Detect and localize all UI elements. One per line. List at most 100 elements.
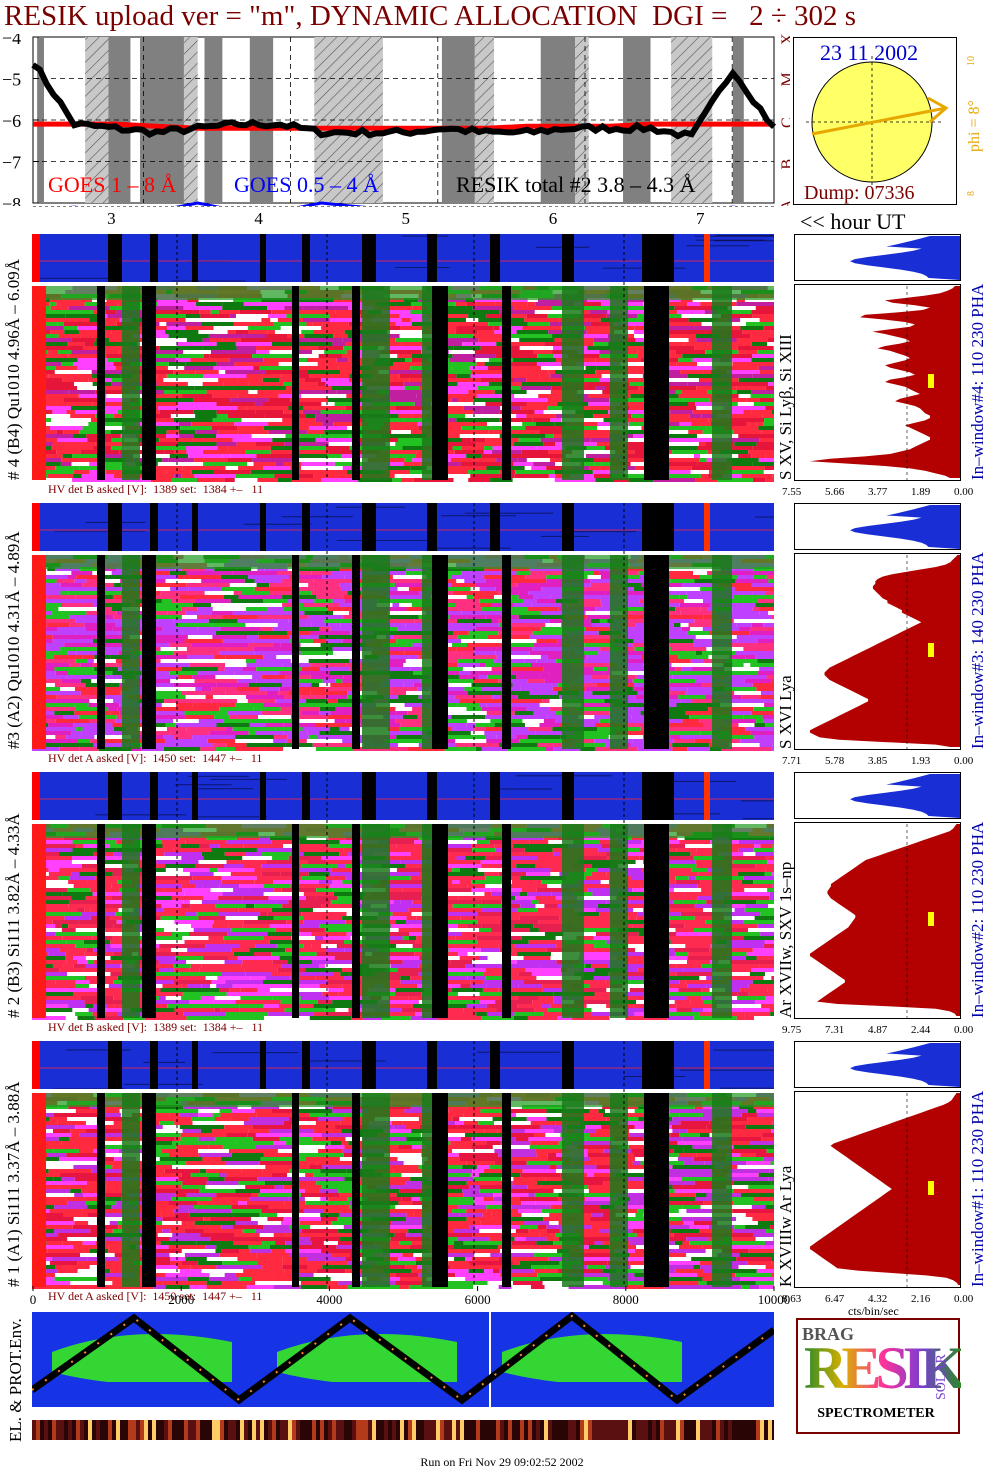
logo-small-top: BRAG: [802, 1324, 854, 1345]
green-column: [122, 286, 140, 480]
strip-column: [108, 772, 122, 820]
in-window-label: In–window#1: 110 230 PHA: [968, 1090, 987, 1287]
spectrum-marker: [928, 643, 934, 657]
phi-scale-top: 10: [966, 56, 977, 66]
bin-tick-label: 10000: [758, 1292, 790, 1307]
strip-column: [302, 1041, 310, 1089]
spectrum-fill: [810, 1093, 960, 1285]
strip-column: [362, 772, 376, 820]
class-letter: C: [779, 117, 790, 128]
strip-column: [192, 1041, 198, 1089]
dark-column: [97, 286, 105, 480]
strip-column: [490, 234, 500, 282]
dark-column: [432, 1093, 448, 1287]
emission-line-label: K XVIIIw Ar Lya: [776, 1165, 795, 1287]
strip-column: [427, 772, 437, 820]
strip-column: [362, 1041, 376, 1089]
goes-grid: [33, 37, 774, 203]
dark-column: [502, 1093, 511, 1287]
hour-axis-label: << hour UT: [800, 209, 906, 234]
class-letter: M: [779, 72, 790, 86]
spectrum-tick-label: 6.47: [825, 1293, 845, 1305]
spectrum-tick-label: 0.00: [954, 1024, 974, 1036]
green-column: [362, 286, 390, 480]
green-column: [122, 1093, 140, 1287]
green-column: [610, 555, 628, 749]
strip-column: [32, 503, 40, 551]
detector-block-det3: #3 (A2) Qu1010 4.31Å – 4.89Å HV det A ask…: [0, 503, 1004, 769]
spectrum-marker: [928, 912, 934, 926]
spectrum-tick-label: 2.44: [911, 1024, 931, 1036]
legend-goes-short: GOES 0.5 – 4 Å: [234, 172, 379, 197]
green-column: [610, 824, 628, 1018]
goes-lightcurve-chart: −4 −5 −6 −7 −8 A B C M X: [2, 34, 790, 206]
hour-tick-label: 4: [254, 209, 263, 228]
emission-line-label: S XV, Si Lyβ, Si XIII: [776, 334, 795, 480]
dark-column: [292, 824, 299, 1018]
strip-column: [642, 234, 674, 282]
spectrum-tick-label: 7.55: [782, 486, 802, 498]
spectrogram-rows: [32, 286, 774, 482]
strip-column: [562, 772, 574, 820]
y-tick-label: −6: [2, 111, 21, 131]
strip-column: [642, 1041, 674, 1089]
strip-column: [302, 503, 310, 551]
green-column: [122, 824, 140, 1018]
bin-tick-label: 8000: [613, 1292, 639, 1307]
green-column: [562, 824, 584, 1018]
env-region: [277, 1334, 457, 1386]
strip-column: [562, 503, 574, 551]
dark-column: [502, 555, 511, 749]
dark-column: [142, 555, 156, 749]
in-window-label: In–window#2: 110 230 PHA: [968, 821, 987, 1018]
y-tick-label: −8: [2, 194, 21, 206]
spectrum-panel: [794, 772, 961, 1019]
dark-column: [352, 555, 360, 749]
series-line: [33, 121, 774, 131]
strip-column: [362, 503, 376, 551]
strip-column: [427, 1041, 437, 1089]
goes-class-letters: A B C M X: [779, 34, 790, 206]
green-column: [562, 286, 584, 480]
dark-column: [644, 824, 669, 1018]
orbit-highlight: [32, 1314, 774, 1402]
dark-column: [97, 824, 105, 1018]
y-tick-label: −4: [2, 34, 21, 48]
sun-panel: 23 11 2002 Dump: 07336: [793, 37, 957, 205]
dark-column: [644, 286, 669, 480]
strip-column: [192, 234, 198, 282]
green-column: [562, 555, 584, 749]
series-line: [31, 62, 777, 140]
pointing-arrow: [811, 106, 947, 136]
strip-column: [260, 503, 266, 551]
strip-column: [150, 1041, 158, 1089]
hour-tick-label: 7: [696, 209, 705, 228]
dark-column: [292, 1093, 299, 1287]
green-column: [422, 555, 432, 749]
strip-column: [302, 234, 310, 282]
spectrum-tick-label: 0.00: [954, 755, 974, 767]
detector-spectrogram: [32, 1041, 774, 1289]
dark-column: [142, 286, 156, 480]
spectrum-tick-label: 4.87: [868, 1024, 888, 1036]
spectrum-tick-label: 0.00: [954, 486, 974, 498]
spectrum-tick-label: 0.00: [954, 1293, 974, 1305]
green-column: [712, 555, 732, 749]
sun-disk-chart: [806, 56, 949, 188]
detector-label: # 4 (B4) Qu1010 4.96Å – 6.09Å: [4, 259, 23, 480]
strip-column: [704, 1041, 710, 1089]
spectrum-tick-label: 3.77: [868, 486, 888, 498]
strip-column: [192, 772, 198, 820]
green-column: [422, 286, 432, 480]
dark-column: [142, 824, 156, 1018]
spectrum-tick-label: 5.78: [825, 755, 845, 767]
dark-column: [292, 286, 299, 480]
hour-tick-label: 5: [402, 209, 411, 228]
green-column: [422, 1093, 432, 1287]
spectrum-fill: [810, 286, 960, 478]
strip-column: [150, 503, 158, 551]
env-region: [502, 1334, 682, 1386]
pha-histogram: [850, 1043, 960, 1087]
dark-column: [352, 824, 360, 1018]
strip-column: [562, 1041, 574, 1089]
